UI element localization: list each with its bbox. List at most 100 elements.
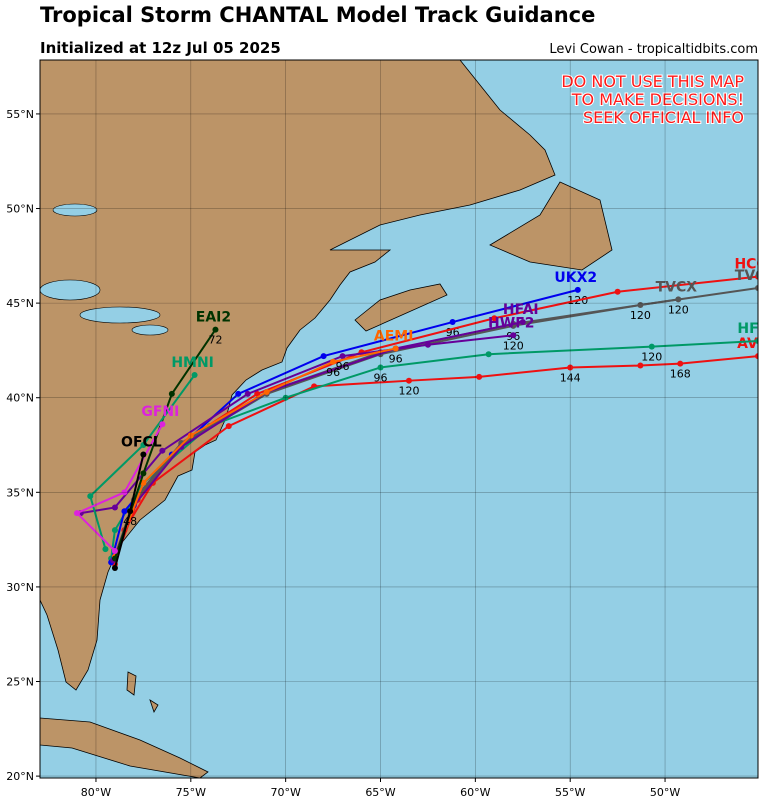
- track-point: [212, 326, 219, 333]
- y-tick-label: 35°N: [6, 486, 34, 499]
- track-point: [159, 421, 166, 428]
- credit: Levi Cowan - tropicaltidbits.com: [549, 42, 758, 57]
- track-line: [89, 374, 196, 550]
- y-tick-label: 25°N: [6, 676, 34, 689]
- model-label: HWF2: [488, 315, 534, 331]
- track-point: [339, 353, 346, 360]
- warning-text: SEEK OFFICIAL INFO: [583, 108, 744, 127]
- subtitle: Initialized at 12z Jul 05 2025: [40, 39, 281, 57]
- track-point: [675, 296, 682, 303]
- track-point: [111, 564, 118, 571]
- x-tick-label: 70°W: [270, 786, 300, 799]
- track-point: [140, 451, 147, 458]
- hour-label: 120: [630, 309, 651, 322]
- track-point: [574, 286, 581, 293]
- track-point: [755, 284, 758, 291]
- track-point: [405, 377, 412, 384]
- hour-label: 168: [670, 368, 691, 381]
- land: [40, 60, 613, 778]
- track-point: [127, 508, 134, 515]
- track-point: [614, 288, 621, 295]
- track-point: [168, 390, 175, 397]
- track-point: [102, 546, 109, 553]
- track-point: [330, 358, 337, 365]
- track-point: [282, 394, 289, 401]
- track-point: [73, 510, 80, 517]
- track-point: [755, 273, 758, 280]
- x-tick-label: 60°W: [460, 786, 490, 799]
- track-point: [87, 493, 94, 500]
- hour-label: 120: [398, 385, 419, 398]
- hour-label: 144: [560, 371, 581, 384]
- warning-text: DO NOT USE THIS MAP: [561, 72, 744, 91]
- track-point: [140, 470, 147, 477]
- chart-title: Tropical Storm CHANTAL Model Track Guida…: [40, 3, 595, 27]
- y-tick-label: 20°N: [6, 770, 34, 783]
- warning-text: TO MAKE DECISIONS!: [571, 90, 744, 109]
- model-label: GFNI: [141, 404, 179, 420]
- x-tick-label: 75°W: [176, 786, 206, 799]
- track-point: [491, 315, 498, 322]
- track-point: [637, 362, 644, 369]
- track-point: [392, 345, 399, 352]
- y-tick-label: 45°N: [6, 297, 34, 310]
- track-point: [111, 527, 118, 534]
- track-point: [191, 372, 198, 379]
- track-point: [320, 353, 327, 360]
- x-tick-label: 50°W: [650, 786, 680, 799]
- track-point: [263, 389, 270, 396]
- track-point: [677, 360, 684, 367]
- model-label: TVCX: [656, 279, 698, 295]
- model-label: AVNI: [737, 336, 768, 352]
- model-label: AEMI: [374, 329, 414, 345]
- hour-label: 72: [208, 334, 222, 347]
- track-point: [235, 390, 242, 397]
- model-label: TVCN: [735, 268, 768, 284]
- model-label: HFBI: [737, 321, 768, 337]
- track-point: [159, 447, 166, 454]
- track-point: [377, 364, 384, 371]
- model-label: HFAI: [503, 302, 539, 318]
- track-point: [254, 390, 261, 397]
- hour-label: 96: [389, 353, 403, 366]
- track-point: [111, 504, 118, 511]
- track-point: [449, 319, 456, 326]
- track-point: [648, 343, 655, 350]
- y-tick-label: 40°N: [6, 392, 34, 405]
- track-point: [121, 489, 128, 496]
- y-tick-label: 55°N: [6, 108, 34, 121]
- track-point: [111, 547, 118, 554]
- track-point: [424, 341, 431, 348]
- hour-label: 120: [668, 303, 689, 316]
- track-point: [567, 364, 574, 371]
- model-label: HCCA: [734, 257, 768, 273]
- hour-label: 96: [374, 371, 388, 384]
- hour-label: 120: [503, 339, 524, 352]
- track-point: [510, 332, 517, 339]
- y-tick-label: 30°N: [6, 581, 34, 594]
- x-tick-label: 55°W: [555, 786, 585, 799]
- hour-label: 120: [641, 351, 662, 364]
- model-label: EAI2: [196, 310, 231, 326]
- model-label: HMNI: [171, 355, 214, 371]
- hour-label: 48: [123, 515, 137, 528]
- x-tick-label: 80°W: [81, 786, 111, 799]
- plot-area: 120 144 168 AVNI 96 120 HFBI 96 120 UKX2 HCCA 96 120…: [73, 257, 768, 571]
- track-line: [113, 347, 396, 557]
- model-label: OFCL: [121, 434, 162, 450]
- track-point: [225, 423, 232, 430]
- track-point: [140, 442, 147, 449]
- track-point: [755, 353, 758, 360]
- track-point: [244, 390, 251, 397]
- track-point: [121, 508, 128, 515]
- hour-label: 96: [326, 366, 340, 379]
- frame: [39, 59, 759, 779]
- y-tick-label: 50°N: [6, 203, 34, 216]
- hour-label: 96: [336, 360, 350, 373]
- track-point: [485, 351, 492, 358]
- track-point: [140, 479, 147, 486]
- model-label: UKX2: [554, 270, 597, 286]
- x-tick-label: 65°W: [365, 786, 395, 799]
- track-point: [476, 373, 483, 380]
